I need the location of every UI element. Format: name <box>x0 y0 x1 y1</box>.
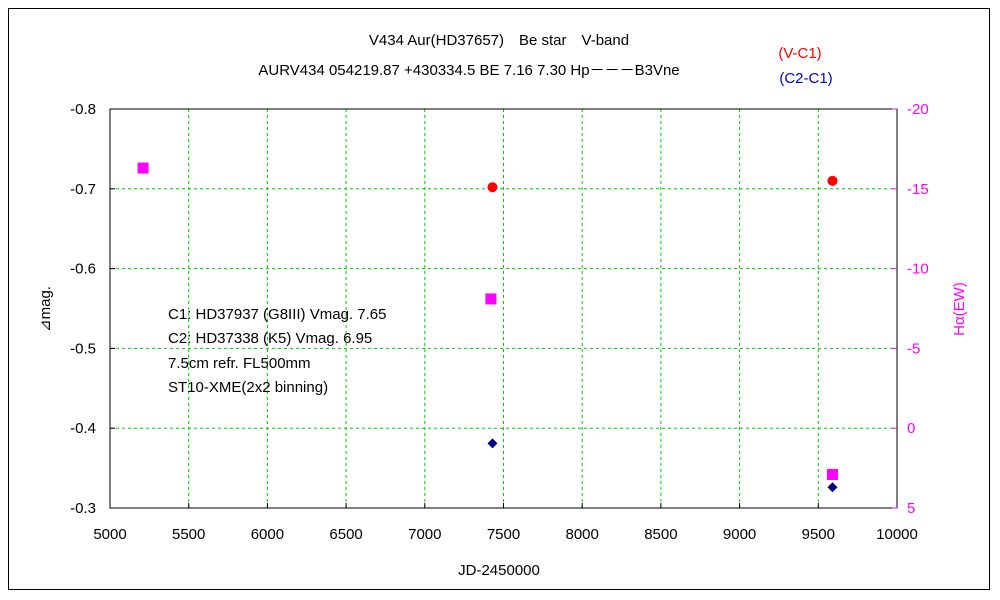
y-tick-label: -0.5 <box>70 340 96 357</box>
x-tick-label: 7500 <box>487 526 520 543</box>
x-tick-label: 6000 <box>251 526 284 543</box>
x-tick-label: 6500 <box>329 526 362 543</box>
x-tick-label: 8000 <box>566 526 599 543</box>
x-tick-label: 7000 <box>408 526 441 543</box>
legend-v-c1: (V-C1) <box>778 45 821 62</box>
x-tick-label: 5000 <box>93 526 126 543</box>
y2-tick-label: 0 <box>907 420 915 437</box>
x-axis-label: JD-2450000 <box>458 562 540 579</box>
chart-title: V434 Aur(HD37657) Be star V-band <box>369 32 629 49</box>
annotation-telescope: 7.5cm refr. FL500mm <box>168 355 311 372</box>
data-point-series-2 <box>137 162 149 174</box>
legend-c2-c1: (C2-C1) <box>779 70 832 87</box>
data-point-series-0 <box>827 175 838 186</box>
y-tick-label: -0.4 <box>70 420 96 437</box>
data-point-series-2 <box>826 468 838 480</box>
data-point-series-2 <box>485 293 497 305</box>
x-tick-label: 9500 <box>802 526 835 543</box>
data-point-series-0 <box>487 182 498 193</box>
y-tick-label: -0.6 <box>70 261 96 278</box>
y2-tick-label: -10 <box>907 261 929 278</box>
y2-axis-label: Hα(EW) <box>951 282 968 336</box>
data-point-series-1 <box>827 482 838 493</box>
x-tick-label: 10000 <box>876 526 918 543</box>
data-point-series-1 <box>487 438 498 449</box>
annotation-c1: C1: HD37937 (G8III) Vmag. 7.65 <box>168 306 386 323</box>
y2-tick-label: 5 <box>907 500 915 517</box>
x-tick-label: 9000 <box>723 526 756 543</box>
y-tick-label: -0.7 <box>70 181 96 198</box>
chart-subtitle: AURV434 054219.87 +430334.5 BE 7.16 7.30… <box>258 62 679 79</box>
data-marks <box>137 162 838 493</box>
x-tick-label: 5500 <box>172 526 205 543</box>
y-tick-label: -0.3 <box>70 500 96 517</box>
y2-tick-label: -5 <box>907 340 920 357</box>
y2-tick-label: -20 <box>907 101 929 118</box>
grid <box>110 109 897 508</box>
chart-frame <box>8 8 990 590</box>
y-tick-label: -0.8 <box>70 101 96 118</box>
annotation-c2: C2: HD37338 (K5) Vmag. 6.95 <box>168 330 372 347</box>
x-tick-label: 8500 <box>644 526 677 543</box>
annotation-camera: ST10-XME(2x2 binning) <box>168 379 328 396</box>
y2-tick-label: -15 <box>907 181 929 198</box>
axis-ticks: 5000 5500 6000 6500 7000 7500 8000 8500 9000 9500… <box>70 101 929 543</box>
y-axis-label: ⊿mag. <box>37 286 54 332</box>
